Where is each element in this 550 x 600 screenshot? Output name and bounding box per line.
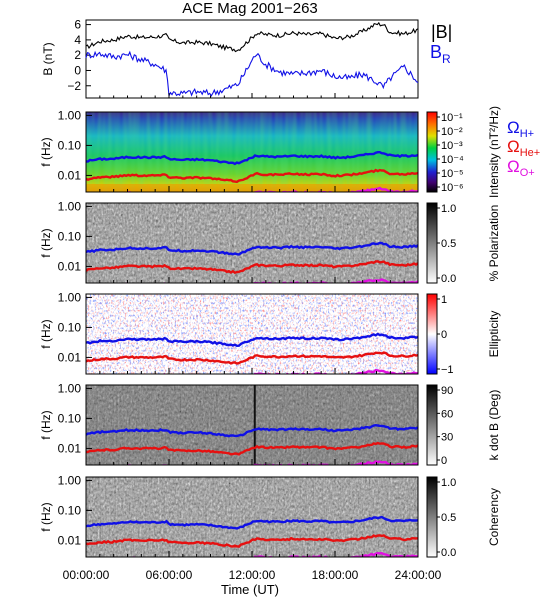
colorbar xyxy=(426,384,438,466)
gyrofrequency-line-He xyxy=(86,168,418,184)
y-tick-label: 0.10 xyxy=(58,229,82,243)
x-tick-label: 12:00:00 xyxy=(229,568,276,582)
series-line-B-total xyxy=(85,21,419,53)
colorbar-tick-label: 10⁻⁶ xyxy=(441,182,464,194)
colorbar-tick-label: −1 xyxy=(441,364,454,376)
colorbar xyxy=(426,111,438,193)
colorbar-tick-label: 10⁻² xyxy=(441,126,463,138)
panel-ellipticity: 1.00 0.10 0.01 f (Hz) 1 0 −1 Ellipticity xyxy=(39,290,501,376)
y-tick-label: 0.01 xyxy=(58,441,82,455)
y-tick-label: 1.00 xyxy=(58,381,82,395)
y-tick-label: 1.00 xyxy=(58,108,82,122)
colorbar-label: k dot B (Deg) xyxy=(487,390,501,461)
gyrofrequency-line-He xyxy=(86,260,418,275)
gyrofrequency-line-H xyxy=(86,515,418,530)
colorbar-tick-label: 10⁻⁴ xyxy=(441,154,464,166)
y-tick-label: 1.00 xyxy=(58,290,82,304)
spectrogram-image xyxy=(86,294,418,374)
y-tick-label: 0.10 xyxy=(58,320,82,334)
colorbar-tick-label: 0.5 xyxy=(441,512,456,524)
y-tick-label: 1.00 xyxy=(58,199,82,213)
spectrogram-image xyxy=(86,203,418,283)
legend-B-R: BR xyxy=(430,42,451,66)
colorbar-tick-label: 0 xyxy=(441,329,447,341)
y-tick-label: 0.01 xyxy=(58,259,82,273)
colorbar-tick-label: 30 xyxy=(441,432,453,444)
x-tick-label: 06:00:00 xyxy=(146,568,193,582)
gyrofrequency-line-H xyxy=(86,241,418,256)
y-tick-label: 0.10 xyxy=(58,138,82,152)
y-tick-label: 0.10 xyxy=(58,411,82,425)
colorbar xyxy=(426,202,438,284)
x-tick-label: 24:00:00 xyxy=(395,568,442,582)
panel-intensity: 1.00 0.10 0.01 f (Hz) 10⁻¹ 10⁻² 10⁻³ 10⁻⁴ 10⁻⁵ 10… xyxy=(39,106,540,198)
y-tick-label: 4 xyxy=(74,33,81,47)
colorbar-tick-label: 0.0 xyxy=(441,273,456,285)
colorbar-tick-label: 1 xyxy=(441,294,447,306)
y-tick-label: 0.01 xyxy=(58,350,82,364)
colorbar-label: Coherency xyxy=(487,488,501,546)
colorbar-tick-label: 90 xyxy=(441,385,453,397)
panel-coherency: 1.00 0.10 0.01 f (Hz) 1.0 0.5 0.0 Coherency xyxy=(39,473,501,559)
gyrofrequency-line-H xyxy=(86,423,418,438)
colorbar-label: % Polarization xyxy=(487,205,501,282)
legend-entry: ΩHe+ xyxy=(507,137,540,159)
y-axis-label: B (nT) xyxy=(41,42,55,75)
colorbar-tick-label: 10⁻⁵ xyxy=(441,168,464,180)
colorbar-tick-label: 0.0 xyxy=(441,547,456,559)
y-tick-label: 0.10 xyxy=(58,503,82,517)
y-axis-label: f (Hz) xyxy=(39,319,53,348)
panel-polarization: 1.00 0.10 0.01 f (Hz) 1.0 0.5 0.0 % Polarizatio… xyxy=(39,199,501,285)
gyrofrequency-line-He xyxy=(86,534,418,548)
gyrofrequency-line-He xyxy=(86,441,418,456)
colorbar-label: Intensity (nT²/Hz) xyxy=(487,106,501,198)
spectrogram-image xyxy=(86,385,418,465)
x-tick-label: 00:00:00 xyxy=(63,568,110,582)
colorbar xyxy=(426,293,438,375)
spectrogram-image xyxy=(86,477,418,557)
gyrofrequency-line-H xyxy=(86,332,418,348)
y-tick-label: 0 xyxy=(74,63,81,77)
x-tick-label: 18:00:00 xyxy=(312,568,359,582)
colorbar-tick-label: 10⁻³ xyxy=(441,140,463,152)
y-tick-label: 0.01 xyxy=(58,533,82,547)
y-axis-label: f (Hz) xyxy=(39,137,53,166)
y-axis-label: f (Hz) xyxy=(39,502,53,531)
y-axis-label: f (Hz) xyxy=(39,410,53,439)
x-axis: 00:00:00 06:00:00 12:00:00 18:00:00 24:00:00 xyxy=(63,93,442,582)
colorbar-tick-label: 1.0 xyxy=(441,477,456,489)
gyrofrequency-line-He xyxy=(86,351,418,365)
panel-wave-normal-angle: 1.00 0.10 0.01 f (Hz) 90 60 30 0 k dot B (Deg) xyxy=(39,381,501,467)
gyrofrequency-line-H xyxy=(86,151,418,166)
colorbar-tick-label: 60 xyxy=(441,408,453,420)
x-axis-label: Time (UT) xyxy=(221,582,279,597)
y-tick-label: 1.00 xyxy=(58,473,82,487)
y-axis-label: f (Hz) xyxy=(39,228,53,257)
legend-entry: ΩO+ xyxy=(507,157,535,179)
colorbar-label: Ellipticity xyxy=(487,311,501,358)
colorbar-tick-label: 10⁻¹ xyxy=(441,112,463,124)
y-tick-label: 0.01 xyxy=(58,168,82,182)
legend-B-total: |B| xyxy=(431,22,452,42)
colorbar xyxy=(426,476,438,558)
y-tick-label: −2 xyxy=(67,79,81,93)
colorbar-tick-label: 0.5 xyxy=(441,238,456,250)
colorbar-tick-label: 0 xyxy=(441,455,447,467)
y-tick-label: 6 xyxy=(74,18,81,32)
series-line-B-R xyxy=(85,50,419,98)
colorbar-tick-label: 1.0 xyxy=(441,203,456,215)
y-tick-label: 2 xyxy=(74,48,81,62)
figure-title: ACE Mag 2001−263 xyxy=(182,0,318,17)
